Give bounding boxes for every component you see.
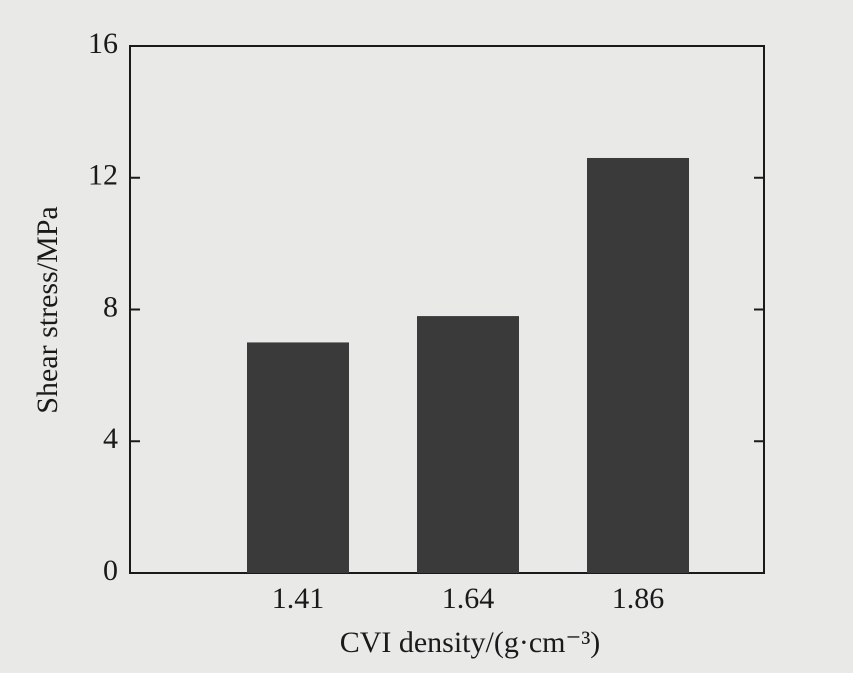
y-tick-label: 16	[88, 27, 118, 60]
x-tick-label: 1.41	[272, 582, 325, 615]
bar	[587, 157, 689, 574]
x-axis-label: CVI density/(g·cm⁻³)	[340, 626, 601, 659]
x-tick-label: 1.86	[612, 582, 665, 615]
x-tick-label: 1.64	[442, 582, 495, 615]
y-tick-label: 0	[103, 554, 118, 587]
y-tick-label: 8	[103, 290, 118, 323]
bar	[417, 316, 519, 573]
y-axis-label: Shear stress/MPa	[31, 206, 64, 413]
bar	[247, 342, 349, 573]
y-tick-label: 4	[103, 422, 118, 455]
y-tick-label: 12	[88, 159, 118, 192]
